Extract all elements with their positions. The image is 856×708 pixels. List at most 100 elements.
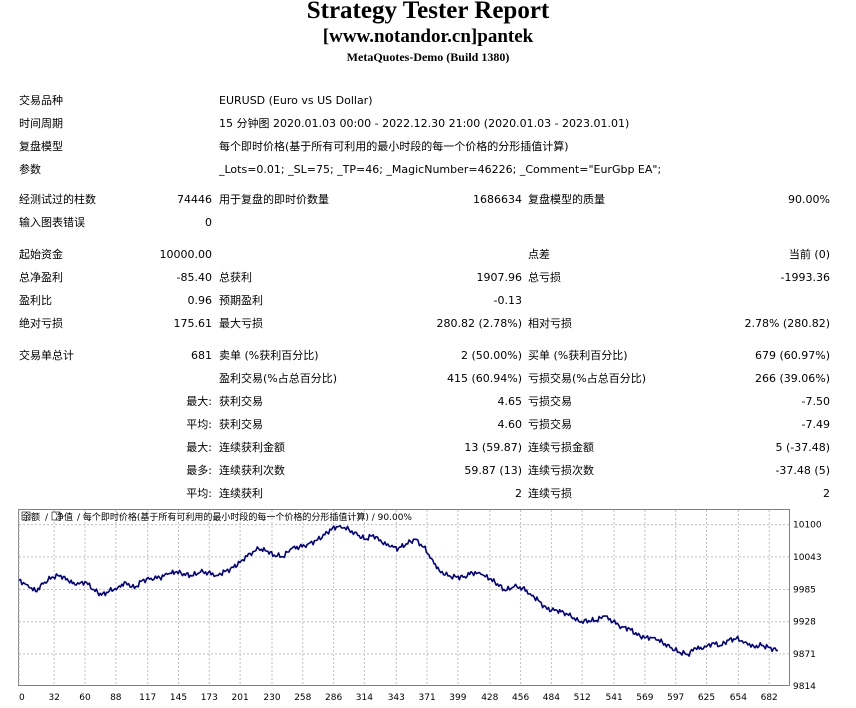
errors-label: 输入图表错误 xyxy=(19,216,85,229)
report-build: MetaQuotes-Demo (Build 1380) xyxy=(346,50,510,64)
abs-drawdown-value: 175.61 xyxy=(173,317,213,330)
params-value: _Lots=0.01; _SL=75; _TP=46; _MagicNumber… xyxy=(219,163,662,176)
largest-loss-value: -7.50 xyxy=(801,395,830,408)
average-consec-label: 平均: xyxy=(186,487,212,500)
gross-loss-value: -1993.36 xyxy=(780,271,830,284)
spread-label: 点差 xyxy=(528,248,550,261)
avg-consec-losses-label: 连续亏损 xyxy=(528,487,572,500)
quality-label: 复盘模型的质量 xyxy=(528,193,605,206)
maximal-consec-loss-label: 连续亏损次数 xyxy=(528,464,594,477)
legend-description: / 每个即时价格(基于所有可利用的最小时段的每一个价格的分形插值计算) / 90… xyxy=(77,511,412,523)
max-consec-losses-label: 连续亏损金额 xyxy=(528,441,594,454)
x-tick-label: 597 xyxy=(667,693,684,703)
long-trades-label: 买单 (%获利百分比) xyxy=(528,349,628,362)
x-tick-label: 456 xyxy=(512,693,529,703)
y-tick-label: 10043 xyxy=(793,553,822,563)
ticks-label: 用于复盘的即时价数量 xyxy=(219,193,329,206)
max-drawdown-label: 最大亏损 xyxy=(219,317,263,330)
expected-payoff-value: -0.13 xyxy=(493,294,522,307)
x-tick-label: 541 xyxy=(606,693,623,703)
rel-drawdown-label: 相对亏损 xyxy=(528,317,572,330)
profit-factor-label: 盈利比 xyxy=(19,294,52,307)
largest-profit-label: 获利交易 xyxy=(219,395,263,408)
profit-trades-label: 盈利交易(%占总百分比) xyxy=(219,372,338,385)
x-tick-label: 60 xyxy=(79,693,91,703)
x-tick-label: 286 xyxy=(325,693,342,703)
x-tick-label: 682 xyxy=(761,693,778,703)
model-value: 每个即时价格(基于所有可利用的最小时段的每一个价格的分形插值计算) xyxy=(219,140,569,153)
period-label: 时间周期 xyxy=(19,117,63,130)
x-tick-label: 117 xyxy=(139,693,156,703)
x-tick-label: 201 xyxy=(232,693,249,703)
average-loss-label: 亏损交易 xyxy=(528,418,572,431)
max-drawdown-value: 280.82 (2.78%) xyxy=(436,317,522,330)
x-axis-ticks: 0 32 60 88 117 145 173 201 230 258 286 314 343 371 399… xyxy=(19,693,778,703)
rel-drawdown-value: 2.78% (280.82) xyxy=(744,317,830,330)
short-trades-value: 2 (50.00%) xyxy=(460,349,522,362)
abs-drawdown-label: 绝对亏损 xyxy=(19,317,63,330)
largest-label: 最大: xyxy=(186,395,212,408)
legend-balance-swatch xyxy=(21,511,31,521)
max-consec-wins-label: 连续获利金额 xyxy=(219,441,285,454)
x-tick-label: 258 xyxy=(294,693,311,703)
profit-factor-value: 0.96 xyxy=(187,294,213,307)
legend-equity-label: 净值 xyxy=(55,511,73,523)
x-tick-label: 512 xyxy=(574,693,591,703)
y-tick-label: 9871 xyxy=(793,650,816,660)
maximal-consec-loss-value: -37.48 (5) xyxy=(775,464,830,477)
net-profit-value: -85.40 xyxy=(176,271,212,284)
maximal-consec-profit-label: 连续获利次数 xyxy=(219,464,285,477)
average-profit-label: 获利交易 xyxy=(219,418,263,431)
period-value: 15 分钟图 2020.01.03 00:00 - 2022.12.30 21:… xyxy=(219,117,630,130)
x-tick-label: 173 xyxy=(201,693,218,703)
loss-trades-value: 266 (39.06%) xyxy=(754,372,830,385)
average-label: 平均: xyxy=(186,418,212,431)
chart-plot-area xyxy=(18,509,790,686)
report-title: Strategy Tester Report xyxy=(306,0,550,24)
y-tick-label: 10100 xyxy=(793,521,822,531)
x-tick-label: 32 xyxy=(48,693,59,703)
x-tick-label: 428 xyxy=(481,693,498,703)
gross-loss-label: 总亏损 xyxy=(528,271,561,284)
legend-equity-swatch xyxy=(51,511,61,521)
x-tick-label: 484 xyxy=(543,693,560,703)
symbol-value: EURUSD (Euro vs US Dollar) xyxy=(219,94,373,107)
report-subtitle: [www.notandor.cn]pantek xyxy=(322,26,534,47)
y-axis-ticks: 10100 10043 9985 9928 9871 9814 xyxy=(793,521,822,692)
x-tick-label: 343 xyxy=(388,693,405,703)
x-tick-label: 625 xyxy=(698,693,715,703)
legend-sep: / xyxy=(45,513,49,523)
y-tick-label: 9985 xyxy=(793,586,816,596)
max-consec-wins-value: 13 (59.87) xyxy=(464,441,522,454)
bars-label: 经测试过的柱数 xyxy=(19,193,96,206)
legend-balance-label: 余额 xyxy=(22,511,40,523)
average-loss-value: -7.49 xyxy=(801,418,830,431)
quality-value: 90.00% xyxy=(788,193,830,206)
total-trades-value: 681 xyxy=(191,349,212,362)
x-tick-label: 399 xyxy=(449,693,466,703)
gross-profit-value: 1907.96 xyxy=(476,271,523,284)
largest-loss-label: 亏损交易 xyxy=(528,395,572,408)
params-label: 参数 xyxy=(19,163,41,176)
x-tick-label: 0 xyxy=(19,693,25,703)
gross-profit-label: 总获利 xyxy=(219,271,252,284)
short-trades-label: 卖单 (%获利百分比) xyxy=(219,349,319,362)
symbol-label: 交易品种 xyxy=(19,94,63,107)
average-profit-value: 4.60 xyxy=(497,418,523,431)
x-tick-label: 371 xyxy=(419,693,436,703)
y-tick-label: 9928 xyxy=(793,618,816,628)
x-tick-label: 230 xyxy=(263,693,280,703)
x-tick-label: 145 xyxy=(170,693,187,703)
deposit-label: 起始资金 xyxy=(19,248,63,261)
expected-payoff-label: 预期盈利 xyxy=(219,294,263,307)
x-tick-label: 88 xyxy=(110,693,122,703)
maximal-label: 最多: xyxy=(186,464,212,477)
model-label: 复盘模型 xyxy=(19,140,63,153)
profit-trades-value: 415 (60.94%) xyxy=(446,372,522,385)
x-tick-label: 314 xyxy=(356,693,373,703)
loss-trades-label: 亏损交易(%占总百分比) xyxy=(528,372,647,385)
spread-value: 当前 (0) xyxy=(788,248,830,261)
bars-value: 74446 xyxy=(177,193,212,206)
net-profit-label: 总净盈利 xyxy=(19,271,63,284)
max-consec-losses-value: 5 (-37.48) xyxy=(775,441,830,454)
